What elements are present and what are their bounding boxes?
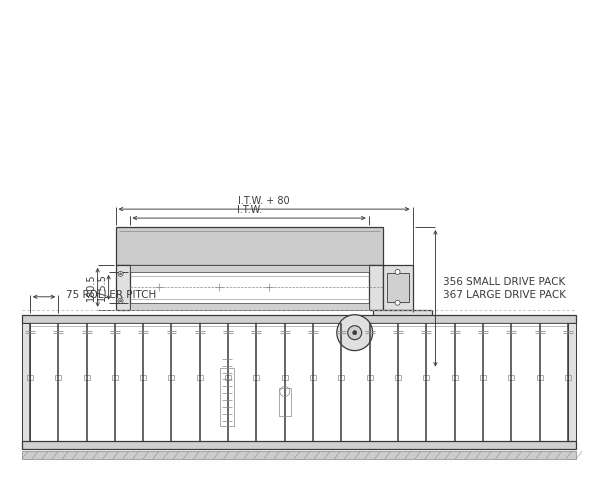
Bar — [22, 451, 576, 459]
Text: I.T.W.: I.T.W. — [236, 205, 262, 215]
Bar — [116, 265, 130, 310]
Circle shape — [337, 315, 373, 350]
Text: 75 ROLLER PITCH: 75 ROLLER PITCH — [66, 290, 157, 300]
Bar — [130, 303, 368, 310]
Bar — [220, 368, 234, 426]
Bar — [383, 265, 413, 310]
Circle shape — [353, 331, 357, 335]
Bar — [368, 265, 383, 310]
Text: 356 SMALL DRIVE PACK: 356 SMALL DRIVE PACK — [443, 277, 566, 288]
Circle shape — [118, 298, 123, 303]
Bar — [386, 273, 409, 302]
Circle shape — [118, 271, 123, 276]
Bar — [373, 310, 433, 355]
Circle shape — [119, 273, 122, 275]
Text: 175.5: 175.5 — [97, 274, 107, 301]
Bar — [130, 265, 368, 272]
Circle shape — [395, 300, 400, 305]
Bar — [22, 441, 576, 449]
Bar — [568, 323, 576, 441]
Text: I.T.W. + 80: I.T.W. + 80 — [238, 196, 290, 206]
Circle shape — [395, 269, 400, 275]
Circle shape — [348, 326, 362, 340]
Circle shape — [119, 300, 122, 302]
Text: 367 LARGE DRIVE PACK: 367 LARGE DRIVE PACK — [443, 290, 566, 300]
Bar — [116, 227, 383, 265]
Bar — [30, 323, 568, 441]
Bar — [333, 324, 374, 351]
Bar — [22, 315, 576, 323]
Bar — [279, 388, 291, 416]
Text: 180.5: 180.5 — [86, 274, 95, 301]
Bar — [22, 323, 30, 441]
